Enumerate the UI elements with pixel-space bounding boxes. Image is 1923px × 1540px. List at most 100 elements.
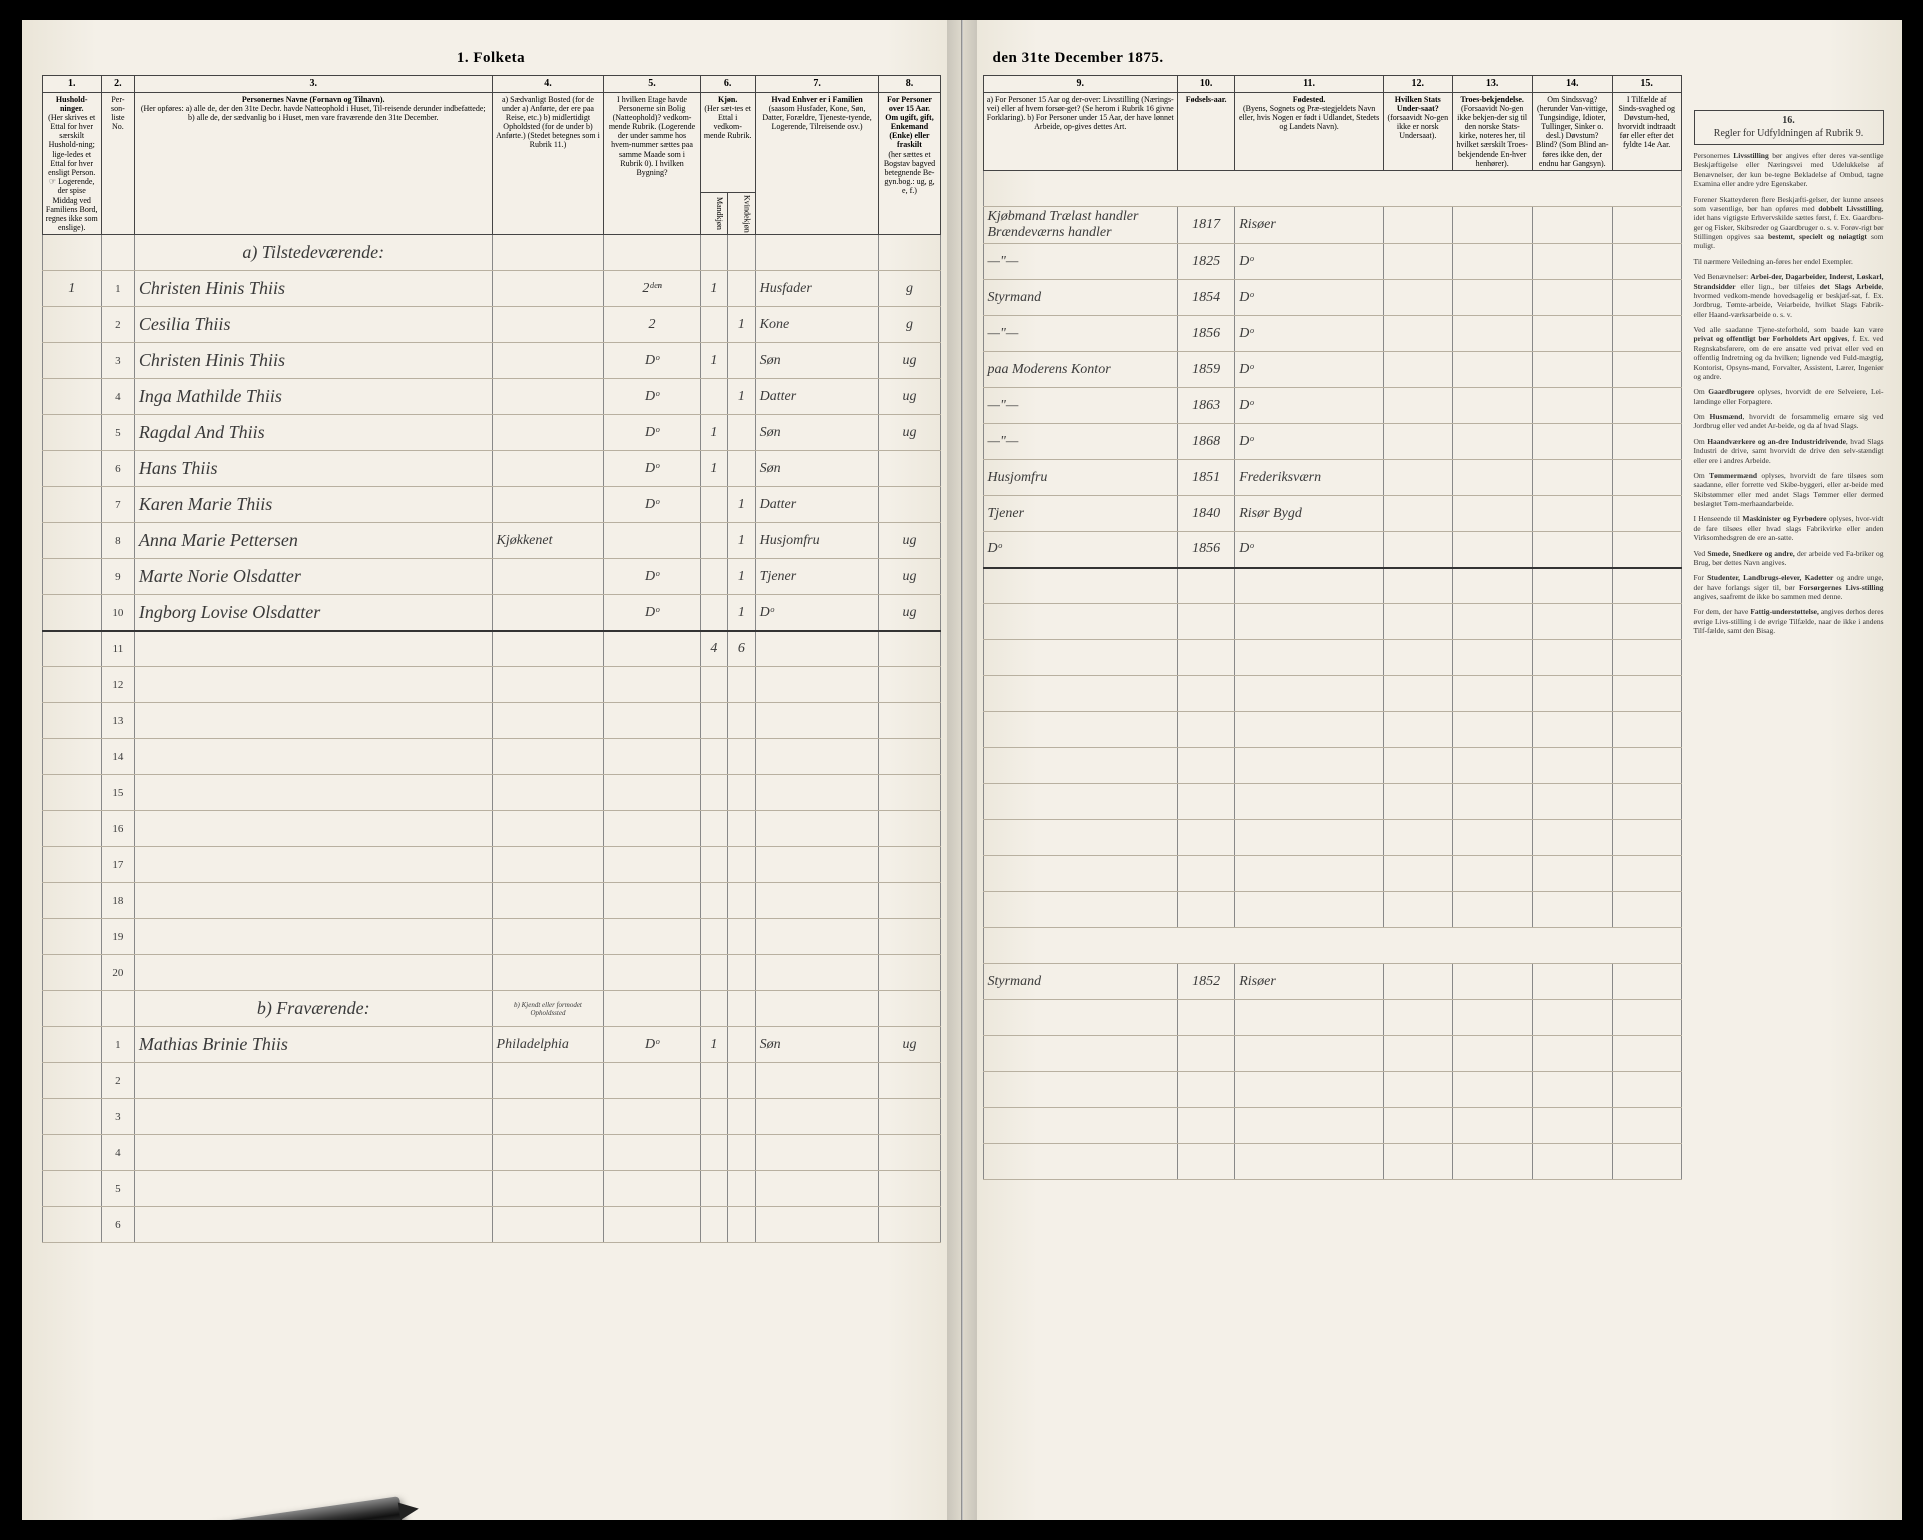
col-11-head: Fødested.(Byens, Sognets og Præ-stegjeld… <box>1235 92 1384 171</box>
table-row <box>983 640 1681 676</box>
section-absent-r <box>983 928 1681 964</box>
col-8-num: 8. <box>879 76 940 93</box>
section-present: a) Tilstedeværende: <box>42 235 940 271</box>
instruction-para: Ved alle saadanne Tjene-steforhold, som … <box>1694 325 1884 381</box>
instruction-para: Ved Benævnelser: Arbei-der, Dagarbeider,… <box>1694 272 1884 319</box>
col-15-head: I Tilfælde af Sinds-svaghed og Døvstum-h… <box>1612 92 1681 171</box>
table-row <box>983 820 1681 856</box>
col-6-head: Kjøn.(Her sæt-tes et Ettal i vedkom-mend… <box>700 92 755 192</box>
col-4-num: 4. <box>492 76 604 93</box>
col-13-num: 13. <box>1452 76 1532 93</box>
table-row: Kjøbmand Trælast handler Brændeværns han… <box>983 207 1681 244</box>
table-row: 8 Anna Marie Pettersen Kjøkkenet 1 Husjo… <box>42 523 940 559</box>
instruction-para: For dem, der have Fattig-understøttelse,… <box>1694 607 1884 635</box>
table-row: 13 <box>42 703 940 739</box>
instruction-para: Personernes Livsstilling bør angives eft… <box>1694 151 1884 189</box>
table-row: 2 <box>42 1063 940 1099</box>
table-row <box>983 1072 1681 1108</box>
table-row: 3 Christen Hinis Thiis Dᵒ 1 Søn ug <box>42 343 940 379</box>
table-row: 6 Hans Thiis Dᵒ 1 Søn <box>42 451 940 487</box>
col-7-head: Hvad Enhver er i Familien(saasom Husfade… <box>755 92 879 235</box>
table-row: Dᵒ 1856 Dᵒ <box>983 532 1681 568</box>
table-row: 18 <box>42 883 940 919</box>
col-2-num: 2. <box>101 76 134 93</box>
table-row: 10 Ingborg Lovise Olsdatter Dᵒ 1 Dᵒ ug <box>42 595 940 631</box>
table-row <box>983 604 1681 640</box>
instruction-para: Forener Skatteyderen flere Beskjæfti-gel… <box>1694 195 1884 251</box>
table-row <box>983 856 1681 892</box>
instruction-para: I Henseende til Maskinister og Fyrbødere… <box>1694 514 1884 542</box>
table-row: —"— 1856 Dᵒ <box>983 316 1681 352</box>
census-book: 1. Folketa 1. 2. 3. 4. 5. 6. 7. 8. <box>22 20 1902 1520</box>
table-row: 2 Cesilia Thiis 2 1 Kone g <box>42 307 940 343</box>
col-10-head: Fødsels-aar. <box>1178 92 1235 171</box>
col-14-num: 14. <box>1532 76 1612 93</box>
table-row: 20 <box>42 955 940 991</box>
col-5-num: 5. <box>604 76 700 93</box>
col-6-k: Kvindekjøn <box>728 192 756 235</box>
summary-row: 11 4 6 <box>42 631 940 667</box>
census-table-left: 1. 2. 3. 4. 5. 6. 7. 8. Hushold-ninger.(… <box>42 75 941 1243</box>
table-row: 9 Marte Norie Olsdatter Dᵒ 1 Tjener ug <box>42 559 940 595</box>
table-row <box>983 676 1681 712</box>
table-row: Styrmand 1854 Dᵒ <box>983 280 1681 316</box>
col-5-head: I hvilken Etage havde Personerne sin Bol… <box>604 92 700 235</box>
col-12-head: Hvilken Stats Under-saat?(forsaavidt No-… <box>1383 92 1452 171</box>
table-row: —"— 1863 Dᵒ <box>983 388 1681 424</box>
table-row: 4 Inga Mathilde Thiis Dᵒ 1 Datter ug <box>42 379 940 415</box>
col-11-num: 11. <box>1235 76 1384 93</box>
table-row: 6 <box>42 1207 940 1243</box>
table-row <box>983 784 1681 820</box>
table-row <box>983 712 1681 748</box>
instruction-para: Om Tømmermænd oplyses, hvorvidt de fare … <box>1694 471 1884 509</box>
col-14-head: Om Sindssvag? (herunder Van-vittige, Tun… <box>1532 92 1612 171</box>
table-row: 17 <box>42 847 940 883</box>
instruction-para: Ved Smede, Snedkere og andre, der arbeid… <box>1694 549 1884 568</box>
section-present-r <box>983 171 1681 207</box>
table-row: paa Moderens Kontor 1859 Dᵒ <box>983 352 1681 388</box>
col-3-head: Personernes Navne (Fornavn og Tilnavn).(… <box>134 92 492 235</box>
col-2-head: Per-son-liste No. <box>101 92 134 235</box>
table-row <box>983 1000 1681 1036</box>
instruction-para: Om Husmænd, hvorvidt de forsammelig ernæ… <box>1694 412 1884 431</box>
col-15-num: 15. <box>1612 76 1681 93</box>
col-6-m: Mandkjøn <box>700 192 728 235</box>
col-6-num: 6. <box>700 76 755 93</box>
table-row: Styrmand 1852 Risøer <box>983 964 1681 1000</box>
right-page: den 31te December 1875. 9. 10. 11. 12. 1… <box>962 20 1902 1520</box>
col-4-head: a) Sædvanligt Bosted (for de under a) An… <box>492 92 604 235</box>
table-row: 4 <box>42 1135 940 1171</box>
col-1-head: Hushold-ninger.(Her skrives et Ettal for… <box>42 92 101 235</box>
table-row <box>983 1108 1681 1144</box>
table-row: —"— 1868 Dᵒ <box>983 424 1681 460</box>
table-row: 1 1 Christen Hinis Thiis 2ᵈᵉⁿ 1 Husfader… <box>42 271 940 307</box>
col-13-head: Troes-bekjendelse.(Forsaavidt No-gen ikk… <box>1452 92 1532 171</box>
section-absent: b) Fraværende: b) Kjendt eller formodet … <box>42 991 940 1027</box>
table-row: Husjomfru 1851 Frederiksværn <box>983 460 1681 496</box>
table-row: 15 <box>42 775 940 811</box>
col-9-head: a) For Personer 15 Aar og der-over: Livs… <box>983 92 1178 171</box>
instruction-para: Til nærmere Veiledning an-føres her ende… <box>1694 257 1884 266</box>
col-3-num: 3. <box>134 76 492 93</box>
table-row <box>983 1036 1681 1072</box>
table-row: 5 Ragdal And Thiis Dᵒ 1 Søn ug <box>42 415 940 451</box>
table-row: 7 Karen Marie Thiis Dᵒ 1 Datter <box>42 487 940 523</box>
col-1-num: 1. <box>42 76 101 93</box>
table-row <box>983 748 1681 784</box>
table-row: 12 <box>42 667 940 703</box>
col-7-num: 7. <box>755 76 879 93</box>
summary-row-r <box>983 568 1681 604</box>
table-row: 3 <box>42 1099 940 1135</box>
instruction-para: Om Gaardbrugere oplyses, hvorvidt de ere… <box>1694 387 1884 406</box>
table-row <box>983 1144 1681 1180</box>
instructions-column: 16. Regler for Udfyldningen af Rubrik 9.… <box>1694 110 1884 642</box>
page-title-right: den 31te December 1875. <box>983 50 1882 67</box>
pen-object <box>200 1496 402 1520</box>
table-row: Tjener 1840 Risør Bygd <box>983 496 1681 532</box>
col-9-num: 9. <box>983 76 1178 93</box>
table-row: 19 <box>42 919 940 955</box>
census-table-right: 9. 10. 11. 12. 13. 14. 15. a) For Person… <box>983 75 1682 1180</box>
col-8-head: For Personer over 15 Aar. Om ugift, gift… <box>879 92 940 235</box>
table-row: —"— 1825 Dᵒ <box>983 244 1681 280</box>
table-row: 14 <box>42 739 940 775</box>
